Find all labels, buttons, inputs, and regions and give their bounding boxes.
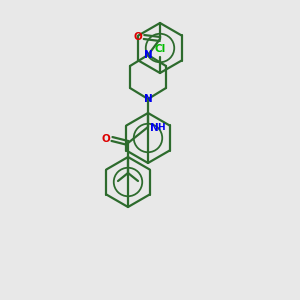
Text: N: N: [150, 123, 159, 133]
Text: H: H: [157, 124, 165, 133]
Text: O: O: [102, 134, 110, 144]
Text: N: N: [144, 94, 152, 104]
Text: Cl: Cl: [154, 44, 166, 54]
Text: N: N: [144, 50, 152, 60]
Text: O: O: [134, 32, 142, 42]
